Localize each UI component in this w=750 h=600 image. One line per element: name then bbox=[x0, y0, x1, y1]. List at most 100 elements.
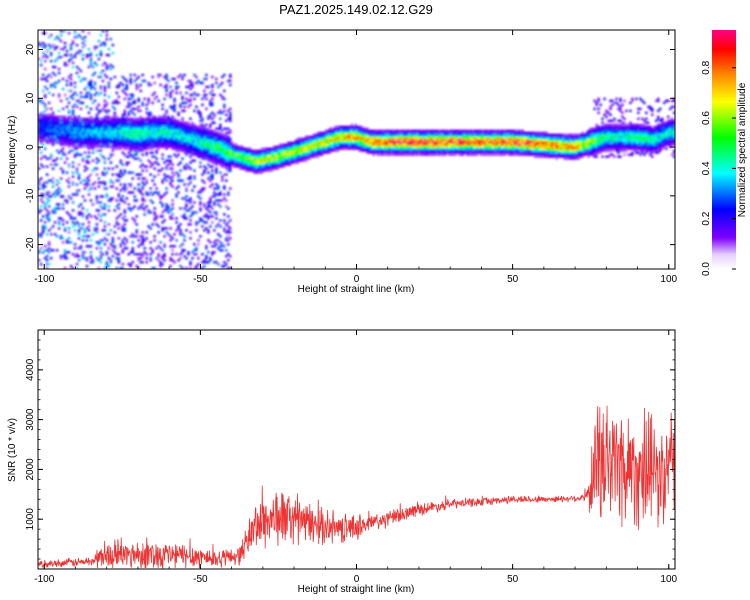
heatmap-cell bbox=[105, 63, 109, 67]
heatmap-cell bbox=[266, 147, 270, 150]
heatmap-cell bbox=[55, 235, 59, 238]
heatmap-cell bbox=[127, 113, 130, 117]
heatmap-cell bbox=[57, 125, 61, 128]
heatmap-cell bbox=[462, 129, 465, 132]
heatmap-cell bbox=[458, 153, 461, 156]
heatmap-cell bbox=[310, 149, 314, 152]
heatmap-cell bbox=[123, 147, 126, 150]
heatmap-cell bbox=[38, 117, 41, 121]
heatmap-cell bbox=[241, 159, 244, 162]
heatmap-cell bbox=[270, 163, 274, 166]
heatmap-cell bbox=[157, 191, 160, 194]
heatmap-cell bbox=[89, 79, 93, 83]
heatmap-cell bbox=[434, 151, 437, 154]
heatmap-cell bbox=[225, 155, 228, 158]
heatmap-cell bbox=[63, 161, 67, 164]
heatmap-cell bbox=[43, 45, 47, 49]
heatmap-cell bbox=[223, 193, 226, 196]
heatmap-cell bbox=[165, 77, 168, 81]
heatmap-cell bbox=[169, 161, 172, 164]
heatmap-cell bbox=[123, 209, 126, 212]
heatmap-cell bbox=[493, 141, 497, 144]
heatmap-cell bbox=[161, 255, 164, 258]
heatmap-cell bbox=[183, 109, 186, 113]
heatmap-cell bbox=[320, 131, 324, 134]
heatmap-cell bbox=[163, 137, 166, 140]
heatmap-cell bbox=[111, 149, 115, 152]
heatmap-cell bbox=[495, 145, 499, 148]
heatmap-cell bbox=[434, 147, 437, 150]
heatmap-cell bbox=[185, 125, 188, 128]
heatmap-cell bbox=[497, 141, 501, 144]
heatmap-cell bbox=[362, 141, 365, 144]
heatmap-cell bbox=[352, 131, 355, 134]
heatmap-cell bbox=[141, 231, 144, 234]
heatmap-cell bbox=[47, 47, 51, 51]
heatmap-cell bbox=[155, 223, 158, 226]
heatmap-cell bbox=[75, 133, 79, 136]
heatmap-cell bbox=[165, 121, 168, 125]
heatmap-cell bbox=[41, 195, 45, 198]
heatmap-cell bbox=[175, 195, 178, 198]
heatmap-cell bbox=[101, 141, 105, 144]
heatmap-cell bbox=[75, 145, 79, 148]
heatmap-cell bbox=[111, 65, 115, 69]
heatmap-cell bbox=[57, 109, 61, 113]
heatmap-cell bbox=[75, 71, 79, 75]
heatmap-cell bbox=[169, 181, 172, 184]
heatmap-cell bbox=[227, 225, 230, 228]
heatmap-cell bbox=[99, 91, 103, 95]
heatmap-cell bbox=[183, 121, 186, 125]
heatmap-cell bbox=[388, 145, 391, 148]
heatmap-cell bbox=[320, 145, 324, 148]
heatmap-cell bbox=[53, 159, 57, 162]
heatmap-cell bbox=[173, 109, 176, 113]
heatmap-cell bbox=[91, 85, 95, 89]
heatmap-cell bbox=[91, 119, 95, 123]
heatmap-cell bbox=[95, 63, 99, 67]
heatmap-cell bbox=[97, 127, 101, 130]
heatmap-cell bbox=[99, 51, 103, 55]
heatmap-cell bbox=[420, 151, 423, 154]
heatmap-cell bbox=[65, 137, 69, 140]
heatmap-cell bbox=[364, 129, 367, 132]
heatmap-cell bbox=[304, 143, 308, 146]
heatmap-cell bbox=[298, 151, 302, 154]
heatmap-cell bbox=[117, 137, 121, 140]
heatmap-cell bbox=[444, 137, 447, 140]
heatmap-cell bbox=[159, 197, 162, 200]
heatmap-cell bbox=[117, 259, 121, 262]
heatmap-cell bbox=[153, 145, 156, 148]
heatmap-cell bbox=[75, 117, 79, 121]
heatmap-cell bbox=[266, 157, 270, 160]
heatmap-cell bbox=[45, 201, 49, 204]
heatmap-cell bbox=[364, 135, 367, 138]
heatmap-cell bbox=[398, 151, 401, 154]
heatmap-cell bbox=[402, 133, 405, 136]
heatmap-cell bbox=[91, 141, 95, 144]
heatmap-cell bbox=[59, 30, 63, 33]
heatmap-cell bbox=[266, 167, 270, 170]
heatmap-cell bbox=[191, 93, 194, 97]
heatmap-cell bbox=[225, 263, 228, 266]
heatmap-cell bbox=[175, 123, 178, 126]
heatmap-cell bbox=[229, 113, 232, 117]
heatmap-cell bbox=[406, 139, 409, 142]
heatmap-cell bbox=[201, 173, 204, 176]
heatmap-cell bbox=[438, 147, 441, 150]
heatmap-cell bbox=[85, 131, 89, 134]
heatmap-cell bbox=[141, 133, 144, 136]
heatmap-cell bbox=[473, 151, 477, 154]
heatmap-cell bbox=[432, 135, 435, 138]
heatmap-cell bbox=[113, 101, 117, 105]
heatmap-cell bbox=[85, 235, 89, 238]
heatmap-cell bbox=[95, 173, 99, 176]
heatmap-cell bbox=[91, 183, 95, 186]
heatmap-cell bbox=[294, 147, 298, 150]
heatmap-cell bbox=[332, 135, 335, 138]
heatmap-cell bbox=[203, 143, 206, 146]
heatmap-cell bbox=[469, 135, 473, 138]
heatmap-cell bbox=[77, 49, 81, 53]
heatmap-cell bbox=[229, 167, 232, 170]
heatmap-cell bbox=[292, 141, 296, 144]
